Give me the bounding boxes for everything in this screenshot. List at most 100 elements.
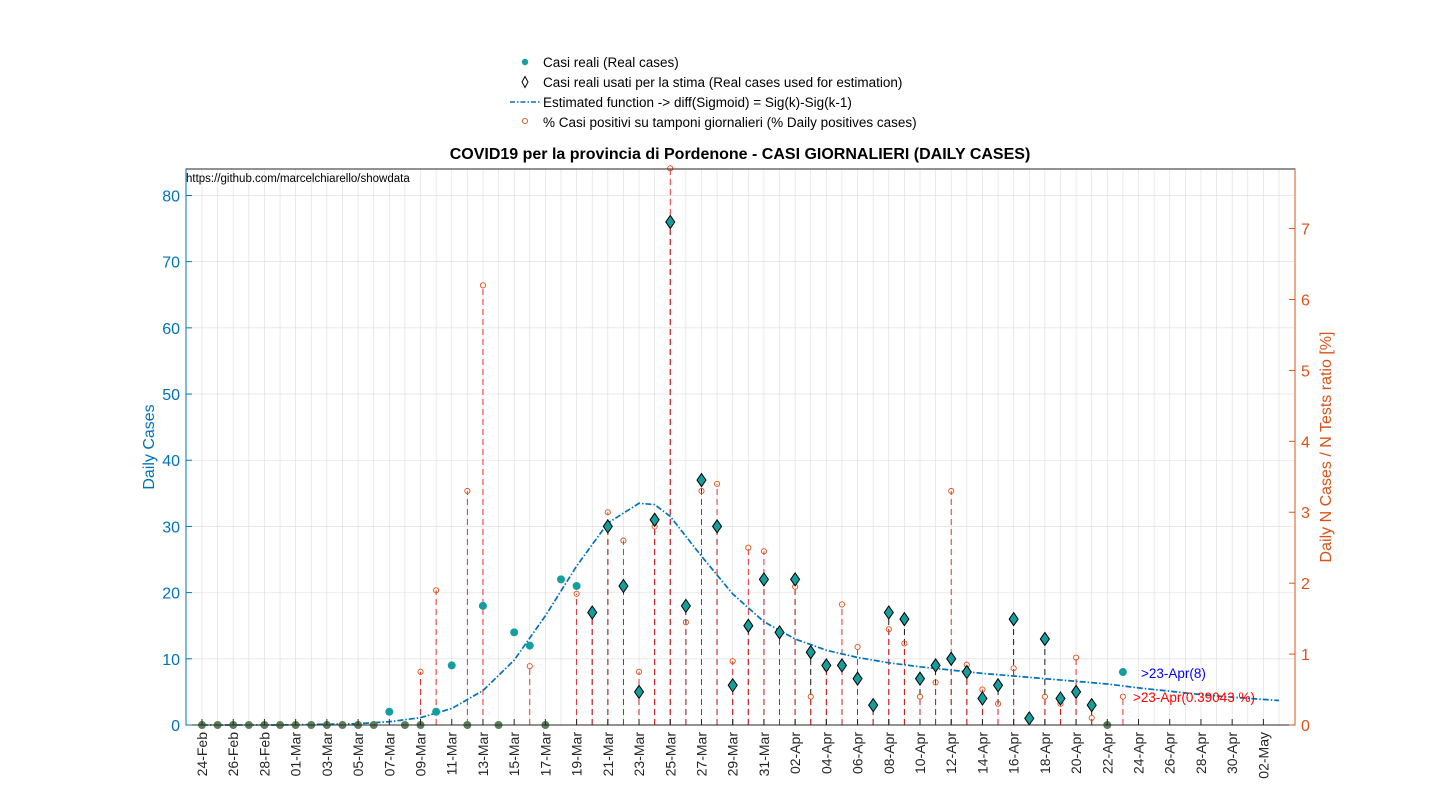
real-case-marker	[510, 628, 519, 637]
x-axis-tick-label: 24-Feb	[194, 732, 210, 777]
pct-marker	[714, 480, 721, 487]
estimation-marker	[1070, 684, 1082, 700]
plot-frame	[185, 168, 1296, 726]
estimation-marker	[743, 618, 754, 634]
estimation-marker	[696, 472, 707, 488]
annotation-cases: >23-Apr(8)	[1141, 666, 1206, 681]
pct-marker	[729, 658, 736, 665]
x-axis-tick-label: 17-Mar	[537, 732, 553, 777]
estimation-marker	[665, 214, 676, 230]
estimation-marker	[961, 664, 972, 680]
estimation-marker	[805, 644, 816, 660]
fit-line	[202, 502, 1280, 726]
estimation-marker	[868, 697, 879, 713]
real-case-marker	[447, 661, 456, 670]
pct-marker	[698, 487, 705, 495]
pct-marker	[573, 590, 580, 597]
real-case-marker	[525, 641, 534, 650]
estimation-marker	[914, 671, 926, 687]
estimation-marker	[1024, 711, 1035, 726]
x-axis-tick-label: 20-Apr	[1068, 732, 1084, 774]
left-axis-tick-label: 0	[171, 718, 180, 735]
real-case-marker	[478, 601, 487, 610]
estimation-marker	[602, 519, 613, 534]
real-case-marker	[385, 707, 394, 716]
right-axis-tick-label: 6	[1301, 292, 1310, 309]
right-axis-tick-label: 4	[1301, 434, 1310, 451]
estimation-marker	[649, 512, 660, 528]
pct-marker	[745, 544, 752, 551]
x-axis-tick-label: 21-Mar	[600, 732, 616, 777]
x-axis-tick-label: 08-Apr	[881, 732, 897, 774]
x-axis-tick-label: 05-Mar	[350, 732, 366, 777]
right-axis-tick-label: 7	[1301, 222, 1310, 239]
pct-marker	[901, 640, 908, 647]
estimation-marker	[852, 671, 863, 687]
estimation-marker	[727, 677, 738, 693]
estimation-marker	[1039, 631, 1050, 647]
left-axis-tick-label: 80	[162, 188, 180, 205]
real-case-marker	[432, 707, 441, 716]
pct-marker	[916, 693, 924, 700]
pct-marker	[885, 626, 892, 633]
pct-markers	[417, 165, 1126, 721]
estimation-diamonds	[587, 214, 1097, 726]
x-axis-tick-label: 26-Feb	[225, 732, 241, 777]
x-axis: 24-Feb 26-Feb 28-Feb 01-Mar 03-Mar 05-Mar 07-M…	[194, 719, 1271, 779]
left-axis-tick-label: 20	[162, 586, 180, 603]
pct-marker	[854, 643, 861, 651]
estimation-marker	[821, 658, 832, 673]
x-axis-tick-label: 30-Apr	[1224, 732, 1240, 774]
y-axis-label-left: Daily Cases	[141, 404, 158, 489]
chart-title: COVID19 per la provincia di Pordenone - …	[450, 146, 1031, 163]
x-axis-tick-label: 18-Apr	[1037, 732, 1053, 774]
pct-marker	[417, 668, 424, 675]
estimation-marker	[633, 684, 645, 700]
pct-marker	[1119, 693, 1126, 700]
pct-marker	[1041, 693, 1048, 700]
estimation-marker	[992, 677, 1004, 693]
pct-marker	[604, 509, 611, 516]
legend-label-estimation-cases: Casi reali usati per la stima (Real case…	[543, 75, 902, 90]
left-axis-tick-label: 70	[162, 255, 180, 272]
x-axis-tick-label: 10-Apr	[912, 732, 928, 774]
legend-diamond-marker	[521, 75, 529, 89]
estimation-marker	[1086, 697, 1097, 713]
estimation-marker	[930, 658, 941, 673]
pct-marker	[948, 487, 955, 495]
x-axis-tick-label: 27-Mar	[693, 732, 709, 777]
pct-marker	[682, 619, 689, 626]
estimation-marker	[758, 572, 770, 587]
x-axis-tick-label: 02-Apr	[787, 732, 803, 774]
legend-circle-marker	[521, 117, 529, 125]
pct-marker	[1073, 654, 1080, 661]
real-case-marker	[557, 575, 565, 584]
legend-label-pct: % Casi positivi su tamponi giornalieri (…	[543, 115, 917, 130]
grid	[186, 169, 1295, 726]
right-axis: 0 1 2 3 4 5 6 7	[1289, 169, 1310, 735]
x-axis-tick-label: 03-Mar	[319, 732, 335, 777]
legend-dot-marker	[521, 58, 529, 66]
x-axis-tick-label: 14-Apr	[974, 732, 990, 774]
estimation-marker	[977, 691, 988, 706]
estimation-marker	[1008, 611, 1019, 627]
x-axis-tick-label: 12-Apr	[943, 732, 959, 774]
x-axis-tick-label: 02-May	[1255, 732, 1271, 779]
right-axis-tick-label: 3	[1301, 505, 1310, 522]
x-axis-tick-label: 25-Mar	[662, 732, 678, 777]
pct-marker	[526, 663, 533, 670]
pct-marker	[464, 487, 471, 495]
x-axis-tick-label: 06-Apr	[850, 732, 866, 774]
estimation-marker	[946, 651, 957, 667]
x-axis-tick-label: 07-Mar	[381, 732, 397, 777]
estimation-marker	[1055, 691, 1066, 706]
pct-marker	[433, 587, 440, 594]
legend-label-fit-function: Estimated function -> diff(Sigmoid) = Si…	[543, 95, 852, 110]
x-axis-tick-label: 28-Feb	[256, 732, 272, 777]
pct-marker	[807, 693, 814, 700]
left-axis: 0 10 20 30 40 50 60 70 80	[162, 169, 192, 735]
pct-marker	[838, 601, 846, 608]
estimation-marker	[790, 572, 801, 587]
left-axis-tick-label: 60	[162, 321, 180, 338]
